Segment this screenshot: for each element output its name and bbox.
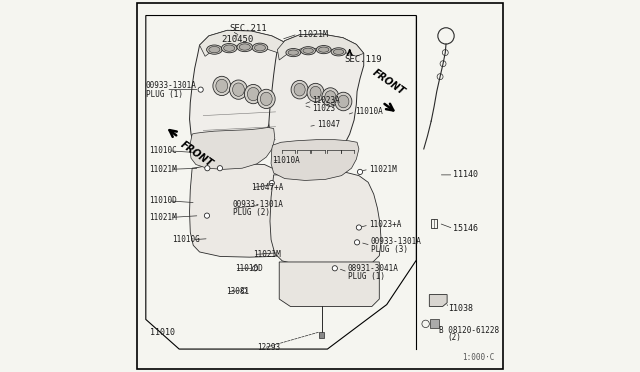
Text: 12293: 12293 — [257, 343, 280, 352]
Text: 11021M: 11021M — [298, 29, 328, 39]
Circle shape — [355, 240, 360, 245]
Text: 11010D: 11010D — [235, 264, 262, 273]
Ellipse shape — [207, 45, 222, 54]
Text: 11023A: 11023A — [312, 96, 340, 105]
Polygon shape — [431, 320, 439, 328]
Text: 08931-3041A: 08931-3041A — [348, 264, 399, 273]
Ellipse shape — [209, 46, 220, 53]
Ellipse shape — [338, 95, 349, 108]
Ellipse shape — [303, 48, 314, 53]
Ellipse shape — [213, 76, 230, 96]
Ellipse shape — [325, 91, 336, 103]
Ellipse shape — [331, 48, 346, 56]
Polygon shape — [319, 333, 324, 338]
Circle shape — [198, 87, 204, 92]
Ellipse shape — [307, 83, 324, 102]
Ellipse shape — [257, 89, 275, 109]
Text: SEC.211: SEC.211 — [229, 24, 267, 33]
Polygon shape — [189, 128, 275, 169]
Ellipse shape — [286, 48, 301, 57]
Ellipse shape — [294, 83, 305, 96]
Polygon shape — [429, 295, 447, 307]
Ellipse shape — [291, 80, 308, 99]
Ellipse shape — [232, 83, 244, 96]
Text: 11010A: 11010A — [355, 108, 383, 116]
Text: 11021M: 11021M — [150, 165, 177, 174]
Ellipse shape — [335, 92, 352, 111]
Text: (2): (2) — [448, 333, 461, 343]
Text: 15146: 15146 — [453, 224, 479, 233]
Text: 11021M: 11021M — [150, 213, 177, 222]
Text: 11010C: 11010C — [150, 146, 177, 155]
Ellipse shape — [216, 79, 228, 93]
Ellipse shape — [239, 44, 250, 50]
Ellipse shape — [223, 45, 235, 51]
Text: PLUG (1): PLUG (1) — [146, 90, 183, 99]
Circle shape — [253, 266, 258, 271]
Ellipse shape — [221, 44, 237, 53]
Text: 11010D: 11010D — [150, 196, 177, 205]
Text: PLUG (1): PLUG (1) — [348, 272, 385, 280]
Text: 11010A: 11010A — [272, 155, 300, 164]
Polygon shape — [269, 34, 364, 175]
Text: FRONT: FRONT — [371, 68, 407, 97]
Text: 11021M: 11021M — [253, 250, 281, 259]
Ellipse shape — [248, 87, 259, 101]
Text: PLUG (3): PLUG (3) — [371, 245, 408, 254]
Text: 00933-1301A: 00933-1301A — [371, 237, 422, 246]
Polygon shape — [189, 164, 290, 257]
Text: 00933-1301A: 00933-1301A — [146, 81, 196, 90]
Polygon shape — [277, 34, 364, 60]
Ellipse shape — [319, 47, 329, 52]
Text: FRONT: FRONT — [179, 140, 214, 169]
Circle shape — [241, 288, 246, 293]
Text: 11021M: 11021M — [369, 165, 397, 174]
Text: 11047+A: 11047+A — [252, 183, 284, 192]
Circle shape — [356, 225, 362, 230]
Polygon shape — [200, 31, 289, 56]
Text: 210450: 210450 — [222, 35, 254, 44]
Circle shape — [332, 266, 337, 271]
Ellipse shape — [316, 45, 331, 54]
Text: 11010G: 11010G — [172, 235, 200, 244]
Circle shape — [269, 180, 275, 186]
Text: 13081: 13081 — [227, 287, 250, 296]
Text: B 08120-61228: B 08120-61228 — [438, 326, 499, 335]
Circle shape — [218, 166, 223, 171]
Ellipse shape — [288, 50, 298, 55]
Text: 00933-1301A: 00933-1301A — [233, 200, 284, 209]
Text: 11023+A: 11023+A — [369, 221, 401, 230]
Ellipse shape — [244, 84, 262, 104]
Ellipse shape — [230, 80, 248, 99]
Ellipse shape — [333, 49, 344, 54]
Circle shape — [204, 213, 209, 218]
Text: PLUG (2): PLUG (2) — [233, 208, 270, 217]
Text: 11140: 11140 — [453, 170, 479, 179]
Polygon shape — [189, 31, 289, 168]
Text: 1:000·C: 1:000·C — [462, 353, 494, 362]
Text: 11023: 11023 — [312, 104, 336, 113]
Circle shape — [357, 169, 363, 174]
Polygon shape — [279, 262, 380, 307]
Text: 11047: 11047 — [317, 121, 340, 129]
Text: I1038: I1038 — [448, 304, 473, 313]
Text: SEC.119: SEC.119 — [344, 55, 381, 64]
Ellipse shape — [310, 86, 321, 99]
Ellipse shape — [237, 42, 253, 52]
Text: 11010: 11010 — [150, 328, 175, 337]
Polygon shape — [271, 140, 359, 180]
Polygon shape — [270, 170, 381, 267]
Ellipse shape — [260, 92, 272, 106]
Ellipse shape — [255, 45, 266, 51]
Ellipse shape — [252, 43, 268, 52]
Circle shape — [205, 166, 210, 171]
Ellipse shape — [322, 88, 339, 106]
Ellipse shape — [301, 46, 316, 55]
